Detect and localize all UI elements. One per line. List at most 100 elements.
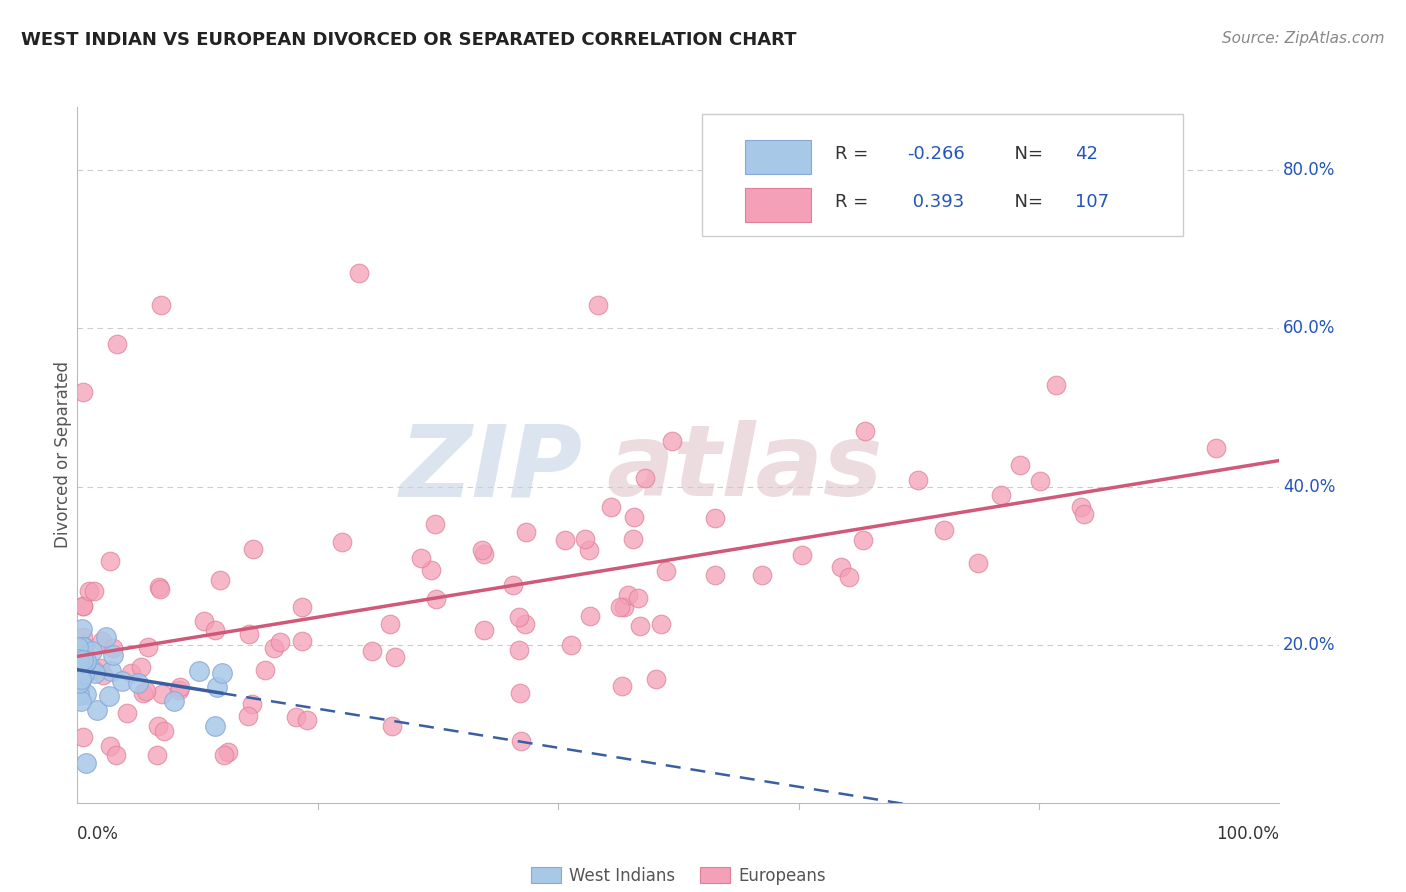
Text: 107: 107 (1076, 194, 1109, 211)
Text: 40.0%: 40.0% (1284, 477, 1336, 496)
Point (852, 533, 875, 547)
Point (838, 569, 860, 583)
Point (204, 623, 226, 637)
Point (98, 554, 121, 568)
Point (621, 532, 644, 546)
Point (1205, 442, 1227, 456)
Point (790, 548, 813, 562)
FancyBboxPatch shape (745, 140, 811, 174)
Point (242, 542, 264, 557)
Point (472, 548, 495, 562)
Point (67, 683, 90, 698)
Point (69, 665, 91, 680)
Point (384, 650, 406, 665)
Point (79, 662, 101, 676)
Point (115, 706, 138, 720)
Point (98, 689, 121, 703)
Text: 60.0%: 60.0% (1284, 319, 1336, 337)
Point (347, 266, 370, 280)
Point (67, 673, 90, 688)
Point (419, 563, 441, 577)
Point (853, 424, 876, 438)
Point (149, 582, 172, 596)
Point (704, 568, 727, 582)
Point (661, 434, 683, 448)
Point (654, 564, 676, 578)
Point (610, 679, 633, 693)
Point (560, 639, 582, 653)
Point (295, 713, 318, 727)
Y-axis label: Divorced or Separated: Divorced or Separated (53, 361, 72, 549)
Point (83, 584, 105, 599)
Point (79, 663, 101, 677)
Point (91, 668, 114, 682)
Point (217, 745, 239, 759)
Point (69, 673, 91, 687)
Point (120, 665, 142, 680)
Point (211, 666, 233, 681)
Point (425, 591, 447, 606)
Point (238, 627, 260, 641)
Point (513, 617, 536, 632)
Text: R =: R = (835, 194, 873, 211)
Point (623, 510, 645, 524)
Text: Source: ZipAtlas.com: Source: ZipAtlas.com (1222, 31, 1385, 46)
Point (609, 599, 631, 614)
Point (163, 694, 186, 708)
Point (1070, 500, 1092, 514)
Point (644, 672, 666, 686)
Point (145, 748, 167, 763)
Point (474, 624, 496, 638)
Point (628, 619, 651, 633)
Point (69, 694, 91, 708)
Text: WEST INDIAN VS EUROPEAN DIVORCED OR SEPARATED CORRELATION CHART: WEST INDIAN VS EUROPEAN DIVORCED OR SEPA… (21, 31, 797, 49)
Point (291, 633, 314, 648)
Point (574, 532, 596, 546)
Point (146, 719, 169, 733)
Point (1045, 377, 1067, 392)
Point (72, 599, 94, 614)
Point (129, 659, 152, 673)
Point (77, 657, 100, 672)
Point (509, 685, 531, 699)
Point (578, 542, 600, 557)
Point (613, 599, 636, 614)
Point (907, 473, 929, 487)
Point (82, 644, 104, 658)
Point (330, 534, 353, 549)
Point (204, 719, 226, 733)
Point (586, 298, 609, 312)
Point (967, 556, 990, 570)
Point (253, 664, 276, 678)
Point (934, 523, 956, 537)
Point (411, 550, 433, 565)
Point (127, 676, 149, 690)
Point (98, 739, 121, 753)
Point (67, 652, 90, 666)
Point (66, 655, 89, 669)
Point (135, 684, 157, 698)
Point (67, 689, 90, 703)
Point (105, 747, 128, 762)
Text: N=: N= (1002, 145, 1049, 163)
Point (650, 616, 672, 631)
Point (72, 599, 94, 613)
Point (751, 567, 773, 582)
Text: 80.0%: 80.0% (1284, 161, 1336, 179)
FancyBboxPatch shape (703, 114, 1184, 235)
Point (150, 687, 173, 701)
Point (1028, 474, 1050, 488)
Point (502, 577, 524, 591)
Point (150, 298, 173, 312)
Point (70, 673, 93, 687)
Point (381, 719, 404, 733)
Point (67, 643, 90, 657)
Point (471, 543, 494, 558)
Point (627, 591, 650, 605)
Point (72, 653, 94, 667)
Point (89, 661, 111, 675)
Point (508, 643, 530, 657)
Point (193, 614, 215, 628)
Point (70, 622, 93, 636)
Point (187, 664, 209, 678)
